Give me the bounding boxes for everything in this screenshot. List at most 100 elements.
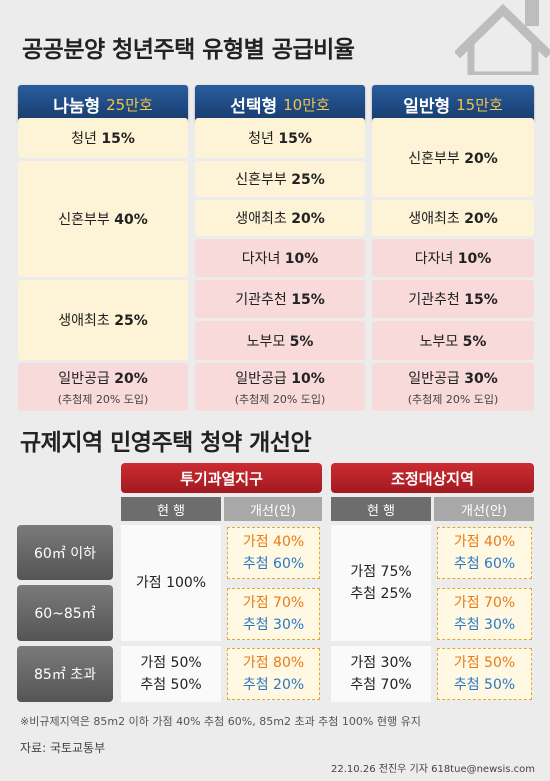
cell-value: 10% (284, 251, 319, 267)
value-line: 추첨 50% (140, 677, 202, 693)
cell-label: 일반공급 (235, 370, 287, 387)
cell-label: 청년 (71, 131, 97, 147)
improved-value: 가점 80% 추첨 20% (227, 648, 320, 700)
supply-cell: 신혼부부 20% (372, 118, 534, 197)
footnote: ※비규제지역은 85m2 이하 가점 40% 추첨 60%, 85m2 초과 추… (20, 715, 421, 728)
cell-label: 다자녀 (414, 251, 454, 267)
region-header-adjustment: 조정대상지역 (331, 463, 534, 493)
column-amount: 15만호 (456, 95, 503, 114)
column-name: 일반형 (403, 96, 451, 117)
current-header: 현 행 (121, 497, 221, 521)
cell-value: 25% (114, 313, 148, 329)
supply-cell: 청년 15% (18, 118, 188, 158)
house-icon (455, 0, 550, 75)
cell-note: (추첨제 20% 도입) (234, 392, 326, 406)
cell-label: 기관추천 (235, 292, 287, 308)
supply-cell: 기관추천 15% (195, 280, 365, 318)
cell-label: 일반공급 (408, 370, 460, 387)
cell-label: 일반공급 (58, 370, 110, 387)
row-label: 85㎡ 초과 (17, 646, 113, 702)
improved-value: 가점 50% 추첨 50% (437, 648, 532, 700)
cell-value: 5% (462, 333, 487, 350)
score-line: 가점 40% (242, 534, 305, 550)
cell-label: 청년 (248, 131, 274, 147)
cell-value: 15% (101, 131, 135, 147)
supply-cell: 다자녀 10% (372, 239, 534, 277)
lottery-line: 추첨 60% (453, 556, 516, 572)
supply-cell: 일반공급 30% (추첨제 20% 도입) (372, 363, 534, 411)
improved-value: 가점 40% 추첨 60% (227, 527, 320, 579)
supply-cell: 일반공급 20% (추첨제 20% 도입) (18, 363, 188, 411)
lottery-line: 추첨 60% (242, 556, 305, 572)
cell-label: 기관추천 (408, 292, 460, 308)
column-header-nanum: 나눔형 25만호 (18, 85, 188, 123)
cell-value: 15% (464, 292, 498, 308)
source-text: 자료: 국토교통부 (20, 741, 106, 755)
cell-value: 20% (291, 211, 325, 227)
cell-value: 15% (278, 131, 312, 147)
supply-cell: 신혼부부 25% (195, 161, 365, 197)
column-name: 나눔형 (53, 96, 101, 117)
value-line: 추첨 25% (350, 586, 412, 602)
value-line: 가점 30% (350, 655, 412, 671)
supply-cell: 기관추천 15% (372, 280, 534, 318)
cell-label: 신혼부부 (58, 212, 110, 228)
supply-cell: 생애최초 20% (195, 200, 365, 236)
improved-value: 가점 70% 추첨 30% (437, 588, 532, 640)
cell-label: 신혼부부 (235, 172, 287, 188)
column-name: 선택형 (230, 96, 278, 117)
current-value: 가점 75% 추첨 25% (331, 525, 431, 641)
improved-value: 가점 70% 추첨 30% (227, 588, 320, 640)
supply-cell: 생애최초 20% (372, 200, 534, 236)
improved-value: 가점 40% 추첨 60% (437, 527, 532, 579)
section-title: 규제지역 민영주택 청약 개선안 (20, 430, 312, 456)
cell-value: 30% (464, 370, 498, 387)
supply-cell: 신혼부부 40% (18, 161, 188, 277)
score-line: 가점 50% (453, 655, 516, 671)
cell-label: 생애최초 (58, 313, 110, 329)
current-value: 가점 100% (121, 525, 221, 641)
column-amount: 25만호 (106, 95, 153, 114)
cell-value: 20% (114, 370, 148, 387)
cell-label: 다자녀 (241, 251, 281, 267)
supply-cell: 노부모 5% (372, 321, 534, 360)
cell-note: (추첨제 20% 도입) (407, 392, 499, 406)
value-line: 가점 75% (350, 564, 412, 580)
page-title: 공공분양 청년주택 유형별 공급비율 (22, 37, 355, 63)
cell-label: 노부모 (419, 333, 459, 350)
supply-cell: 다자녀 10% (195, 239, 365, 277)
score-line: 가점 70% (242, 595, 305, 611)
column-amount: 10만호 (283, 95, 330, 114)
column-header-ilban: 일반형 15만호 (372, 85, 534, 123)
cell-label: 생애최초 (408, 211, 460, 227)
cell-value: 5% (289, 333, 314, 350)
supply-cell: 일반공급 10% (추첨제 20% 도입) (195, 363, 365, 411)
lottery-line: 추첨 50% (453, 677, 516, 693)
lottery-line: 추첨 20% (242, 677, 305, 693)
current-header: 현 행 (331, 497, 431, 521)
value-line: 가점 50% (140, 655, 202, 671)
row-label: 60~85㎡ (17, 585, 113, 641)
score-line: 가점 80% (242, 655, 305, 671)
cell-label: 신혼부부 (408, 150, 460, 167)
lottery-line: 추첨 30% (242, 617, 305, 633)
supply-cell: 노부모 5% (195, 321, 365, 360)
region-header-speculation: 투기과열지구 (121, 463, 322, 493)
cell-label: 노부모 (246, 333, 286, 350)
row-label: 60㎡ 이하 (17, 525, 113, 580)
improved-header: 개선(안) (224, 497, 322, 521)
cell-value: 10% (291, 370, 325, 387)
score-line: 가점 70% (453, 595, 516, 611)
score-line: 가점 40% (453, 534, 516, 550)
cell-value: 20% (464, 211, 498, 227)
cell-value: 20% (464, 150, 498, 167)
credit-text: 22.10.26 전진우 기자 618tue@newsis.com (331, 764, 535, 775)
cell-value: 40% (114, 212, 148, 228)
value-line: 가점 100% (135, 575, 207, 591)
cell-value: 10% (457, 251, 492, 267)
current-value: 가점 50% 추첨 50% (121, 646, 221, 702)
improved-header: 개선(안) (434, 497, 534, 521)
cell-value: 25% (291, 172, 325, 188)
cell-value: 15% (291, 292, 325, 308)
supply-cell: 청년 15% (195, 118, 365, 158)
